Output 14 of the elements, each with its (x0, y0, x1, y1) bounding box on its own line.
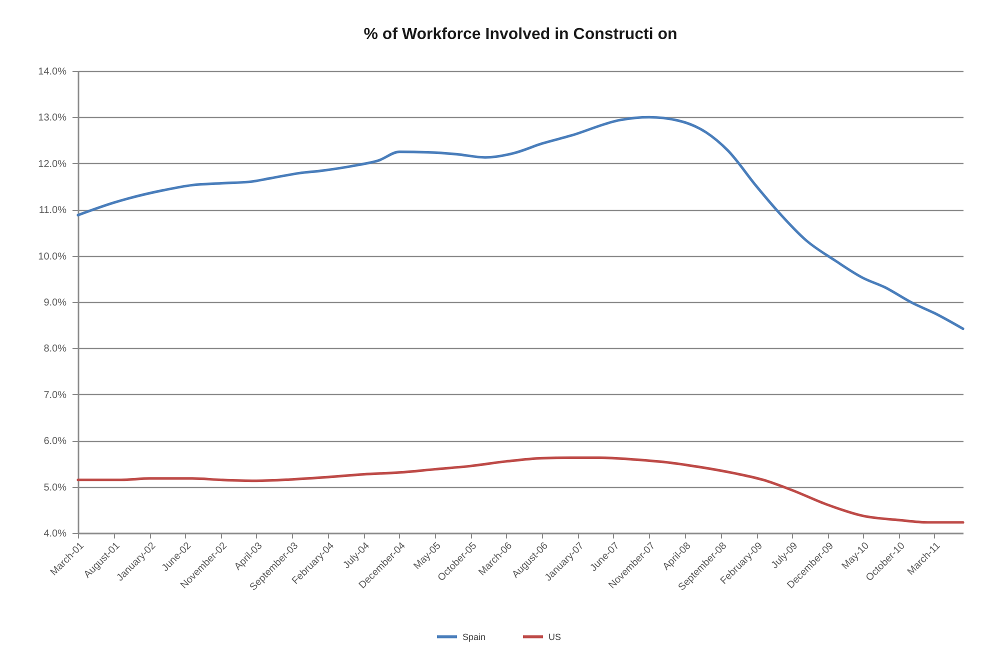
legend-label: Spain (462, 632, 486, 642)
legend-label: US (548, 632, 562, 642)
y-tick-label: 14.0% (38, 66, 67, 78)
y-tick-label: 9.0% (44, 298, 67, 308)
y-tick-label: 8.0% (44, 344, 67, 355)
chart-title: % of Workforce Involved in Constructi on (364, 26, 678, 43)
y-tick-label: 11.0% (38, 205, 67, 216)
y-tick-label: 7.0% (44, 390, 67, 401)
y-tick-label: 12.0% (38, 158, 67, 170)
y-tick-label: 5.0% (44, 482, 67, 494)
y-tick-label: 13.0% (38, 112, 67, 124)
y-tick-label: 10.0% (38, 251, 67, 262)
y-tick-label: 6.0% (44, 436, 67, 448)
y-tick-label: 4.0% (44, 528, 67, 540)
